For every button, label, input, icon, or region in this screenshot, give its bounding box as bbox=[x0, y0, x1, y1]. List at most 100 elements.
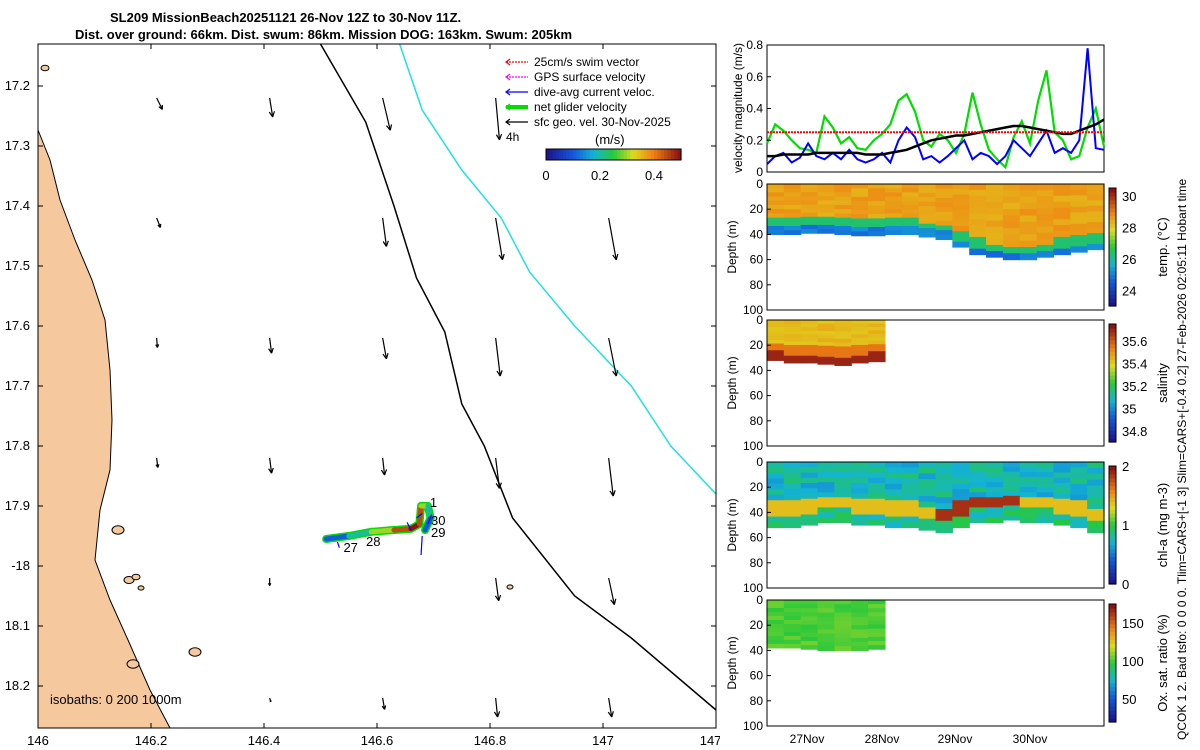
section-cell bbox=[868, 624, 886, 630]
section-cell bbox=[884, 188, 903, 193]
section-colorbar-cell bbox=[1109, 188, 1116, 193]
map-x-tick-label: 146.4 bbox=[248, 733, 281, 748]
section-cell bbox=[1087, 216, 1105, 223]
section-cell bbox=[817, 492, 835, 498]
section-cell bbox=[901, 462, 920, 469]
section-cell bbox=[868, 632, 886, 638]
section-cell bbox=[1053, 462, 1071, 468]
section-cell bbox=[834, 327, 852, 332]
section-cell bbox=[1002, 253, 1021, 261]
section-cell bbox=[1002, 490, 1021, 497]
section-cell bbox=[834, 616, 852, 622]
section-cell bbox=[767, 350, 785, 355]
section-cell bbox=[868, 218, 886, 224]
section-cell bbox=[1053, 195, 1071, 203]
map-colorbar-cell bbox=[552, 149, 557, 160]
section-cell bbox=[767, 226, 785, 231]
section-cell bbox=[935, 462, 953, 469]
section-cell bbox=[935, 503, 953, 510]
glider-track-segment bbox=[391, 526, 414, 533]
section-colorbar-cell bbox=[1109, 521, 1116, 526]
geo-velocity-arrow bbox=[495, 97, 501, 140]
section-colorbar-frame bbox=[1108, 603, 1117, 723]
section-colorbar-cell bbox=[1109, 390, 1116, 396]
section-cell bbox=[918, 197, 937, 203]
section-colorbar-tick-label: 100 bbox=[1122, 654, 1144, 669]
map-colorbar-cell bbox=[606, 149, 611, 160]
section-cell bbox=[952, 516, 970, 523]
section-colorbar-cell bbox=[1109, 199, 1116, 205]
geo-velocity-arrow bbox=[382, 457, 386, 476]
section-cell bbox=[767, 343, 785, 348]
section-cell bbox=[1036, 502, 1055, 508]
section-cell bbox=[1053, 509, 1071, 516]
section-cell bbox=[1002, 476, 1021, 482]
section-cell bbox=[901, 483, 920, 490]
legend-arrowhead bbox=[505, 58, 511, 66]
section-cell bbox=[834, 612, 852, 618]
section-cell bbox=[1087, 514, 1105, 522]
section-cell bbox=[868, 358, 886, 363]
section-cell bbox=[1070, 201, 1088, 208]
geo-velocity-arrowhead bbox=[612, 370, 619, 377]
section-cell bbox=[868, 514, 886, 521]
section-cell bbox=[1019, 196, 1038, 204]
section-colorbar-cell bbox=[1109, 607, 1116, 613]
section-colorbar-cell bbox=[1109, 278, 1116, 283]
depth-tick-label: 40 bbox=[750, 227, 764, 241]
section-cell bbox=[851, 355, 869, 360]
section-cell bbox=[767, 511, 785, 518]
section-cell bbox=[767, 627, 785, 633]
section-cell bbox=[884, 200, 903, 206]
section-cell bbox=[952, 199, 970, 206]
section-colorbar-cell bbox=[1109, 371, 1116, 376]
section-cell bbox=[969, 502, 987, 508]
section-cell bbox=[834, 354, 852, 359]
section-cell bbox=[767, 326, 785, 331]
section-cell bbox=[1087, 491, 1105, 498]
section-cell bbox=[969, 482, 987, 488]
section-cell bbox=[969, 207, 987, 214]
dive-avg-current-vector bbox=[427, 514, 433, 525]
section-cell bbox=[1002, 196, 1021, 204]
section-cell bbox=[851, 327, 869, 332]
section-cell bbox=[918, 219, 937, 225]
section-cell bbox=[935, 491, 953, 498]
section-colorbar-cell bbox=[1109, 243, 1116, 248]
section-colorbar-cell bbox=[1109, 710, 1116, 715]
section-cell bbox=[1036, 184, 1055, 191]
section-cell bbox=[884, 522, 903, 529]
section-cell bbox=[969, 248, 987, 256]
section-colorbar-cell bbox=[1109, 576, 1116, 581]
section-cell bbox=[817, 342, 835, 347]
section-cell bbox=[1053, 231, 1071, 238]
section-cell bbox=[783, 344, 802, 350]
section-cell bbox=[817, 327, 835, 332]
section-cell bbox=[884, 184, 903, 189]
section-colorbar-tick-label: 26 bbox=[1122, 252, 1136, 267]
section-cell bbox=[817, 637, 835, 643]
section-cell bbox=[1070, 505, 1088, 512]
section-cell bbox=[783, 320, 802, 325]
section-cell bbox=[767, 619, 785, 625]
section-cell bbox=[1070, 462, 1088, 469]
section-cell bbox=[783, 505, 802, 512]
section-colorbar-tick-label: 34.8 bbox=[1122, 424, 1147, 439]
section-cell bbox=[935, 479, 953, 487]
section-cell bbox=[817, 477, 835, 483]
section-cell bbox=[901, 221, 920, 227]
section-colorbar-cell bbox=[1109, 639, 1116, 644]
section-cell bbox=[986, 512, 1004, 519]
section-cell bbox=[800, 204, 819, 210]
section-cell bbox=[901, 192, 920, 198]
section-cell bbox=[817, 625, 835, 630]
section-colorbar-tick-label: 24 bbox=[1122, 283, 1136, 298]
section-cell bbox=[783, 627, 802, 633]
section-cell bbox=[767, 483, 785, 490]
section-cell bbox=[1019, 190, 1038, 198]
section-cell bbox=[767, 639, 785, 645]
section-cell bbox=[1087, 526, 1105, 534]
section-cell bbox=[834, 604, 852, 609]
track-day-label: 27 bbox=[343, 540, 357, 555]
section-cell bbox=[817, 338, 835, 343]
